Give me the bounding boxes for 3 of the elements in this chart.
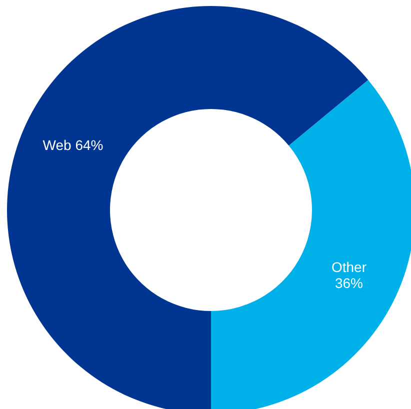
data-label: 36%: [334, 275, 363, 292]
slice-label: Other: [331, 259, 367, 276]
slice-label: Web 64%: [42, 136, 104, 153]
